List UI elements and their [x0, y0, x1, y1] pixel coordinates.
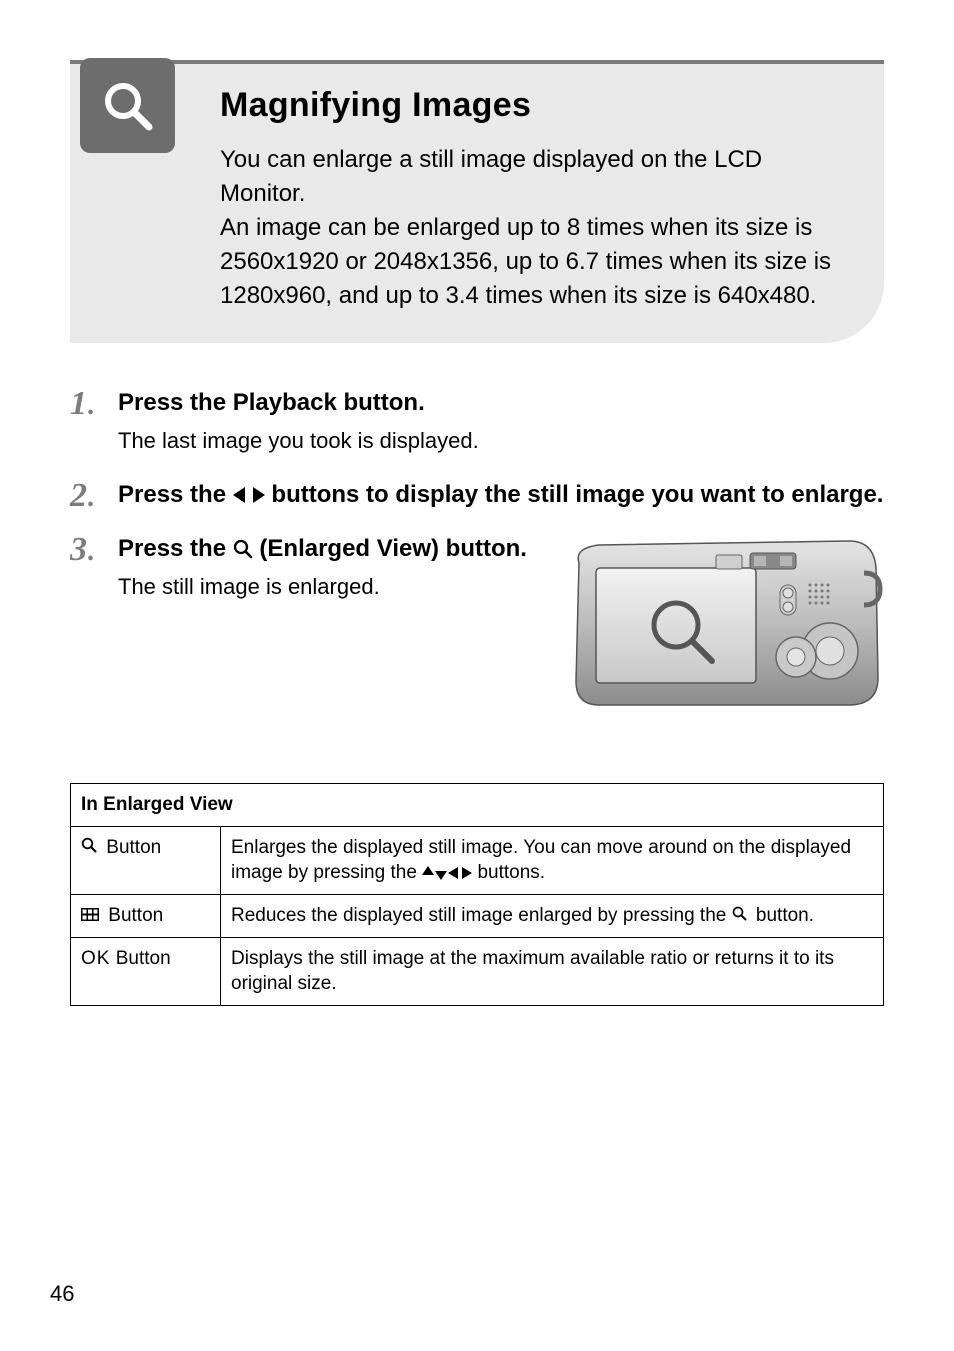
enlarged-view-table: In Enlarged View Button Enlarges the dis…: [70, 783, 884, 1006]
step-number: 3.: [70, 533, 118, 713]
row-desc: Enlarges the displayed still image. You …: [221, 826, 884, 894]
table-row: Button Enlarges the displayed still imag…: [71, 826, 884, 894]
step-title: Press the buttons to display the still i…: [118, 479, 884, 511]
section-title: Magnifying Images: [220, 86, 844, 125]
step-number: 2.: [70, 479, 118, 517]
row-desc: Displays the still image at the maximum …: [221, 937, 884, 1005]
ok-icon: OK: [81, 948, 110, 969]
row-desc: Reduces the displayed still image enlarg…: [221, 894, 884, 937]
left-right-arrows-icon: [233, 482, 265, 507]
magnify-icon: [233, 533, 253, 565]
step-number: 1.: [70, 387, 118, 462]
page-number: 46: [50, 1281, 74, 1307]
step-3: 3. Press the (Enlarged View) button. The…: [70, 533, 884, 713]
step-1: 1. Press the Playback button. The last i…: [70, 387, 884, 462]
magnify-icon: [732, 903, 747, 929]
thumbnail-icon: [81, 903, 99, 929]
magnify-icon: [81, 835, 97, 861]
row-label: Button: [110, 948, 170, 969]
up-down-left-right-arrows-icon: [422, 865, 472, 882]
table-header: In Enlarged View: [71, 783, 884, 826]
step-title: Press the Playback button.: [118, 387, 884, 419]
section-body: You can enlarge a still image displayed …: [220, 143, 844, 313]
row-label: Button: [101, 837, 161, 858]
info-box: Magnifying Images You can enlarge a stil…: [70, 60, 884, 343]
step-desc: The last image you took is displayed.: [118, 426, 884, 457]
table-row: Button Reduces the displayed still image…: [71, 894, 884, 937]
step-desc: The still image is enlarged.: [118, 572, 534, 603]
step-title: Press the (Enlarged View) button.: [118, 533, 534, 566]
magnify-icon: [80, 58, 175, 153]
step-2: 2. Press the buttons to display the stil…: [70, 479, 884, 517]
row-label: Button: [103, 905, 163, 926]
camera-illustration: [564, 533, 884, 713]
table-row: OK Button Displays the still image at th…: [71, 937, 884, 1005]
